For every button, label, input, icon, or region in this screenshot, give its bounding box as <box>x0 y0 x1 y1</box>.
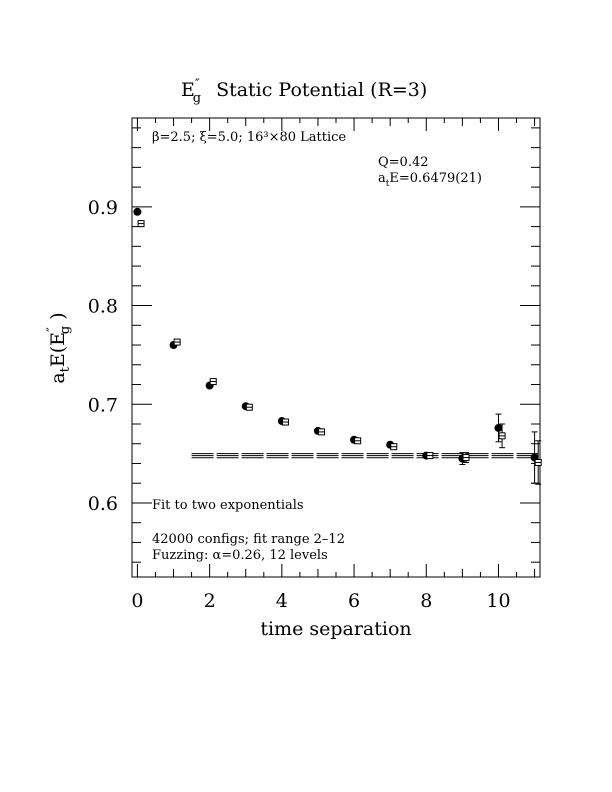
fit-band <box>191 453 539 459</box>
tick-labels: 0 2 4 6 8 10 0.6 0.7 0.8 0.9 <box>88 197 511 612</box>
x-tick-label: 4 <box>276 590 288 612</box>
data-points <box>133 207 542 485</box>
x-tick-label: 0 <box>131 590 143 612</box>
x-tick-label: 8 <box>420 590 432 612</box>
y-tick-label: 0.6 <box>88 493 118 515</box>
data-point-circle <box>133 207 142 216</box>
fit-annotation: Fit to two exponentials <box>152 498 304 513</box>
x-tick-label: 2 <box>204 590 216 612</box>
y-tick-label: 0.7 <box>88 394 118 416</box>
q-annotation: Q=0.42 <box>378 155 429 170</box>
energy-annotation: atE=0.6479(21) <box>378 171 482 189</box>
chart-title: E″ g Static Potential (R=3) <box>181 77 427 106</box>
x-axis-label: time separation <box>260 618 411 640</box>
lattice-annotation: β=2.5; ξ=5.0; 16³×80 Lattice <box>152 130 346 145</box>
y-tick-label: 0.9 <box>88 197 118 219</box>
axis-ticks <box>132 118 540 577</box>
y-tick-label: 0.8 <box>88 296 118 318</box>
data-point-circle <box>494 423 503 432</box>
fuzzing-annotation: Fuzzing: α=0.26, 12 levels <box>152 548 328 563</box>
y-axis-label: atE(E″g ) <box>45 312 73 383</box>
x-tick-label: 6 <box>348 590 360 612</box>
x-tick-label: 10 <box>486 590 510 612</box>
configs-annotation: 42000 configs; fit range 2–12 <box>152 532 345 547</box>
